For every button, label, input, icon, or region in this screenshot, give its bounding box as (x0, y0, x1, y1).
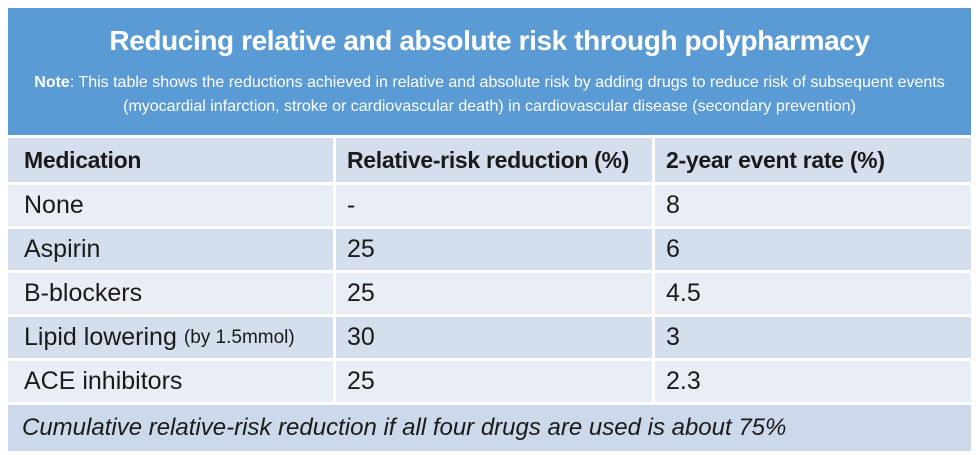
cell-event-rate: 8 (655, 185, 971, 226)
cell-event-rate: 4.5 (655, 273, 971, 314)
column-header-medication: Medication (8, 138, 333, 182)
note-label: Note (34, 73, 70, 91)
cell-event-rate: 6 (655, 229, 971, 270)
header-banner: Reducing relative and absolute risk thro… (8, 8, 971, 135)
risk-table: Medication Relative-risk reduction (%) 2… (8, 138, 971, 451)
column-header-relative-risk: Relative-risk reduction (%) (336, 138, 652, 182)
cell-relative-risk: 25 (336, 361, 652, 402)
page-title: Reducing relative and absolute risk thro… (109, 24, 870, 56)
cell-medication: ACE inhibitors (8, 361, 333, 402)
cell-medication: Lipid lowering (by 1.5mmol) (8, 317, 333, 358)
cell-relative-risk: 25 (336, 273, 652, 314)
cell-relative-risk: - (336, 185, 652, 226)
medication-name: Lipid lowering (24, 323, 177, 351)
medication-name: None (24, 191, 84, 219)
cell-event-rate: 2.3 (655, 361, 971, 402)
note-text: Note: This table shows the reductions ac… (34, 71, 946, 119)
note-body: : This table shows the reductions achiev… (69, 73, 945, 115)
medication-note: (by 1.5mmol) (183, 326, 295, 348)
medication-name: ACE inhibitors (24, 367, 183, 395)
cell-relative-risk: 25 (336, 229, 652, 270)
table-footer-note: Cumulative relative-risk reduction if al… (8, 405, 971, 451)
cell-relative-risk: 30 (336, 317, 652, 358)
cell-medication: Aspirin (8, 229, 333, 270)
column-header-event-rate: 2-year event rate (%) (655, 138, 971, 182)
cell-medication: None (8, 185, 333, 226)
medication-name: B-blockers (24, 279, 143, 307)
cell-event-rate: 3 (655, 317, 971, 358)
medication-name: Aspirin (24, 235, 101, 263)
cell-medication: B-blockers (8, 273, 333, 314)
